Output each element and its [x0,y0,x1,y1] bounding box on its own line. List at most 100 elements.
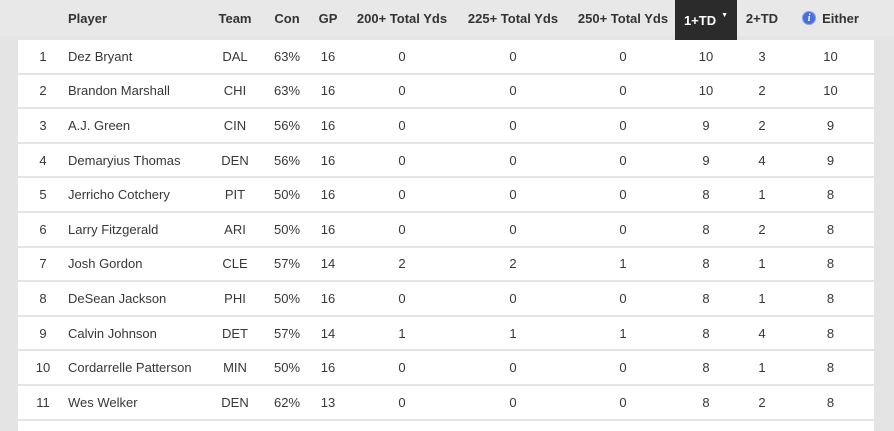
cell-yds200: 0 [398,221,406,237]
cell-team: DEN [221,394,249,410]
cell-gp: 16 [320,187,336,203]
cell-yds250: 0 [619,152,627,168]
cell-player: A.J. Green [68,117,131,133]
cell-player: Jerricho Cotchery [68,187,170,203]
cell-con: 50% [273,360,301,376]
info-icon[interactable]: i [802,11,817,25]
cell-rank: 11 [36,394,50,410]
table-row: 1 Dez Bryant DAL 63% 16 0 0 0 10 3 10 [18,40,874,73]
cell-team: DAL [222,48,248,64]
cell-td2: 1 [758,187,766,203]
table-row: 11 Wes Welker DEN 62% 13 0 0 0 8 2 8 [18,385,874,419]
cell-gp: 16 [320,360,336,376]
cell-td2: 4 [758,152,766,168]
cell-rank: 6 [39,221,47,237]
cell-yds200: 0 [398,83,406,99]
cell-yds200: 2 [398,256,406,272]
column-header-player[interactable]: Player [68,10,108,26]
cell-team: CIN [223,117,247,133]
cell-either: 8 [826,221,835,237]
cell-either: 10 [823,83,838,99]
cell-yds225: 0 [509,360,517,376]
cell-td1: 8 [702,394,710,410]
cell-con: 50% [273,221,301,237]
cell-team: PIT [224,187,246,203]
cell-gp: 16 [320,152,336,168]
cell-rank: 3 [39,117,47,133]
cell-player: Wes Welker [68,394,138,410]
cell-yds225: 0 [509,187,517,203]
table-body: 1 Dez Bryant DAL 63% 16 0 0 0 10 3 10 2 Brandon Mars… [0,40,894,431]
cell-rank: 9 [39,325,47,341]
cell-yds200: 1 [398,325,406,341]
cell-rank: 10 [35,360,51,376]
cell-yds225: 0 [509,83,517,99]
table-row: 5 Jerricho Cotchery PIT 50% 16 0 0 0 8 1 8 [18,178,874,211]
cell-td2: 2 [758,117,766,133]
column-header-1td-sorted[interactable]: 1+TD ▼ [675,0,737,40]
cell-yds200: 0 [398,48,406,64]
cell-con: 57% [273,325,301,341]
cell-con: 62% [273,394,301,410]
cell-either: 9 [826,152,835,168]
cell-td1: 8 [702,290,710,306]
cell-td1: 8 [702,360,710,376]
cell-rank: 4 [39,152,47,168]
cell-team: DEN [221,152,249,168]
cell-con: 50% [273,187,301,203]
cell-td2: 4 [758,325,766,341]
column-header-gp[interactable]: GP [318,10,338,26]
cell-either: 9 [826,117,835,133]
cell-either: 10 [823,48,838,64]
cell-gp: 16 [320,48,336,64]
column-header-team[interactable]: Team [218,10,252,26]
cell-team: PHI [224,290,246,306]
cell-player: Cordarrelle Patterson [68,360,192,376]
cell-yds200: 0 [398,394,406,410]
cell-td2: 2 [758,394,766,410]
cell-con: 63% [273,83,301,99]
cell-td1: 10 [698,48,714,64]
cell-td2: 1 [758,360,766,376]
cell-yds225: 0 [509,290,517,306]
cell-td2: 2 [758,83,766,99]
cell-yds200: 0 [398,187,406,203]
cell-yds250: 0 [619,117,627,133]
column-header-con[interactable]: Con [274,10,300,26]
cell-td1: 8 [702,187,710,203]
cell-td1: 8 [702,256,710,272]
cell-con: 57% [273,256,301,272]
column-header-either[interactable]: i Either [787,0,874,36]
table-row: 6 Larry Fitzgerald ARI 50% 16 0 0 0 8 2 8 [18,212,874,246]
cell-player: Calvin Johnson [68,325,157,341]
cell-yds250: 0 [619,360,627,376]
cell-player: Dez Bryant [68,48,133,64]
cell-con: 56% [273,152,301,168]
cell-team: CHI [223,83,247,99]
cell-player: Josh Gordon [68,256,143,272]
cell-td1: 9 [702,117,710,133]
cell-con: 50% [273,290,301,306]
column-header-1td-label: 1+TD [683,12,717,28]
cell-either: 8 [826,290,835,306]
cell-either: 8 [826,256,835,272]
cell-gp: 16 [320,221,336,237]
column-header-250-total-yds[interactable]: 250+ Total Yds [577,10,669,26]
cell-either: 8 [826,325,835,341]
table-row: 4 Demaryius Thomas DEN 56% 16 0 0 0 9 4 9 [18,143,874,177]
cell-player: Demaryius Thomas [68,152,181,168]
cell-gp: 16 [320,117,336,133]
cell-td1: 10 [698,83,714,99]
column-header-2td[interactable]: 2+TD [745,10,779,26]
cell-yds225: 0 [509,117,517,133]
cell-yds250: 0 [619,48,627,64]
cell-rank: 2 [39,83,47,99]
cell-player: Larry Fitzgerald [68,221,159,237]
cell-td1: 9 [702,152,710,168]
column-header-225-total-yds[interactable]: 225+ Total Yds [467,10,559,26]
cell-yds250: 0 [619,187,627,203]
cell-yds250: 0 [619,83,627,99]
column-header-200-total-yds[interactable]: 200+ Total Yds [356,10,448,26]
cell-player: DeSean Jackson [68,290,167,306]
